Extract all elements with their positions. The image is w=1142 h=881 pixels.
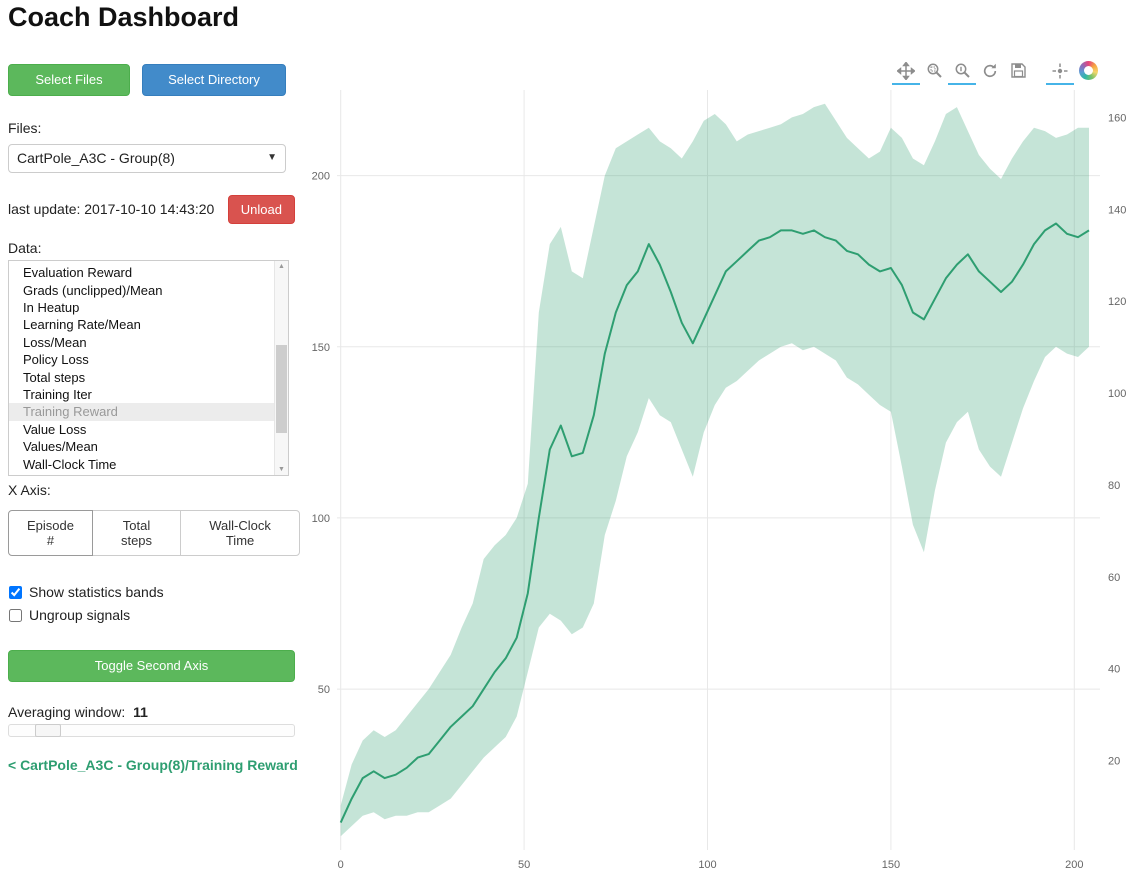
- checkbox-label: Ungroup signals: [29, 607, 131, 624]
- x-axis-option-total-steps[interactable]: Total steps: [91, 510, 182, 557]
- svg-text:200: 200: [1065, 859, 1083, 871]
- svg-text:80: 80: [1108, 480, 1120, 492]
- select-directory-button[interactable]: Select Directory: [142, 64, 286, 96]
- unload-button[interactable]: Unload: [227, 194, 295, 225]
- averaging-window-value: 11: [133, 703, 148, 720]
- averaging-window-label: Averaging window:: [8, 703, 126, 720]
- wheel-zoom-icon[interactable]: [948, 58, 976, 85]
- data-list-item[interactable]: Values/Mean: [23, 439, 98, 455]
- x-axis-option-wall-clock-time[interactable]: Wall-Clock Time: [180, 510, 301, 557]
- data-list-item[interactable]: Grads (unclipped)/Mean: [23, 282, 163, 298]
- data-list-item[interactable]: Learning Rate/Mean: [23, 317, 141, 333]
- pan-icon[interactable]: [892, 58, 920, 85]
- svg-text:50: 50: [318, 684, 330, 696]
- data-list-item[interactable]: In Heatup: [23, 300, 80, 315]
- checkbox-group: Show statistics bands Ungroup signals: [8, 582, 300, 625]
- breadcrumb[interactable]: < CartPole_A3C - Group(8)/Training Rewar…: [8, 756, 298, 773]
- svg-text:150: 150: [882, 859, 900, 871]
- reset-icon[interactable]: [976, 58, 1004, 85]
- save-icon[interactable]: [1004, 58, 1032, 85]
- svg-text:100: 100: [312, 513, 330, 525]
- scroll-up-icon[interactable]: ▲: [278, 263, 285, 271]
- box-zoom-icon[interactable]: [920, 58, 948, 85]
- hover-icon[interactable]: [1046, 58, 1074, 85]
- svg-text:140: 140: [1108, 204, 1126, 216]
- last-update-text: last update: 2017-10-10 14:43:20: [8, 201, 215, 218]
- data-list-scrollbar[interactable]: ▲ ▼: [274, 261, 288, 476]
- data-list-item[interactable]: Training Iter: [23, 387, 92, 403]
- checkbox-label: Show statistics bands: [29, 584, 164, 601]
- data-list[interactable]: Evaluation Reward Grads (unclipped)/Mean I…: [8, 260, 289, 477]
- x-axis-label: X Axis:: [8, 482, 51, 499]
- svg-text:150: 150: [312, 342, 330, 354]
- svg-text:60: 60: [1108, 572, 1120, 584]
- svg-text:20: 20: [1108, 756, 1120, 768]
- svg-text:100: 100: [698, 859, 716, 871]
- svg-text:50: 50: [518, 859, 530, 871]
- checkbox-row: Show statistics bands: [8, 582, 300, 602]
- page-title: Coach Dashboard: [8, 2, 240, 32]
- training-plot[interactable]: 0 50 100 150 200 50 100 150 200 20 40 60 80 100 120 140…: [300, 50, 1142, 881]
- data-list-items: Evaluation Reward Grads (unclipped)/Mean I…: [9, 261, 274, 473]
- files-label: Files:: [8, 119, 42, 136]
- svg-text:40: 40: [1108, 664, 1120, 676]
- chart-panel: 0 50 100 150 200 50 100 150 200 20 40 60 80 100 120 140…: [300, 50, 1142, 881]
- averaging-window-slider[interactable]: [8, 723, 295, 737]
- plot-toolbar: [892, 58, 1102, 85]
- scrollbar-thumb[interactable]: [276, 345, 287, 434]
- checkbox[interactable]: [9, 585, 22, 599]
- checkbox-row: Ungroup signals: [8, 605, 300, 625]
- data-list-item[interactable]: Policy Loss: [23, 352, 89, 368]
- data-list-item[interactable]: Total steps: [23, 369, 86, 385]
- svg-text:0: 0: [338, 859, 344, 871]
- toggle-second-axis-button[interactable]: Toggle Second Axis: [8, 650, 295, 682]
- data-label: Data:: [8, 240, 42, 257]
- x-axis-segmented-control: Episode # Total steps Wall-Clock Time: [8, 510, 301, 557]
- svg-text:160: 160: [1108, 113, 1126, 125]
- svg-text:120: 120: [1108, 296, 1126, 308]
- svg-text:200: 200: [312, 171, 330, 183]
- svg-text:100: 100: [1108, 388, 1126, 400]
- sidebar: Select Files Select Directory Files: Car…: [8, 64, 301, 773]
- data-list-item[interactable]: Loss/Mean: [23, 334, 87, 350]
- select-files-button[interactable]: Select Files: [8, 64, 130, 96]
- checkbox[interactable]: [9, 608, 22, 622]
- data-list-item[interactable]: Training Reward: [9, 403, 274, 421]
- data-list-item[interactable]: Wall-Clock Time: [23, 456, 117, 472]
- data-list-item[interactable]: Value Loss: [23, 421, 87, 437]
- scroll-down-icon[interactable]: ▼: [278, 466, 285, 474]
- data-list-item[interactable]: Evaluation Reward: [23, 265, 133, 281]
- x-axis-option-episode[interactable]: Episode #: [8, 510, 93, 557]
- files-select[interactable]: CartPole_A3C - Group(8): [8, 143, 286, 173]
- bokeh-logo[interactable]: [1074, 58, 1102, 85]
